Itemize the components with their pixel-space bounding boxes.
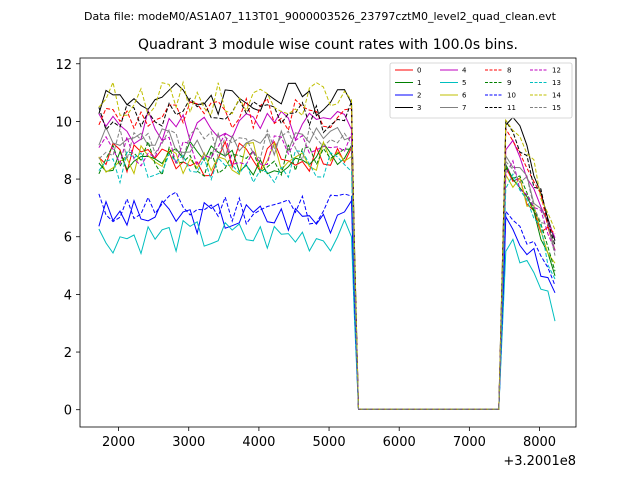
y-tick-label: 12 xyxy=(55,58,72,73)
y-tick-label: 0 xyxy=(64,404,72,419)
legend-label-11: 11 xyxy=(507,104,516,112)
series-line-11 xyxy=(98,97,556,410)
y-tick-label: 6 xyxy=(64,231,72,246)
x-tick-label: 4000 xyxy=(242,435,275,450)
y-tick-label: 2 xyxy=(64,346,72,361)
x-tick-label: 8000 xyxy=(523,435,556,450)
legend-label-12: 12 xyxy=(552,67,561,75)
legend-label-13: 13 xyxy=(552,79,561,87)
legend-label-9: 9 xyxy=(507,79,511,87)
legend-label-6: 6 xyxy=(462,92,467,100)
x-tick-label: 3000 xyxy=(172,435,205,450)
x-tick-label: 5000 xyxy=(313,435,346,450)
legend-label-15: 15 xyxy=(552,104,561,112)
legend-label-7: 7 xyxy=(462,104,466,112)
legend-label-8: 8 xyxy=(507,67,511,75)
x-tick-label: 7000 xyxy=(453,435,486,450)
legend-label-3: 3 xyxy=(417,104,421,112)
axes-frame xyxy=(79,57,577,428)
x-offset-label: +3.2001e8 xyxy=(503,454,576,469)
y-tick-label: 10 xyxy=(55,115,72,130)
series-line-15 xyxy=(98,126,556,410)
legend-label-5: 5 xyxy=(462,79,466,87)
x-axis: 2000 3000 4000 5000 6000 7000 8000 xyxy=(102,427,556,450)
legend-label-10: 10 xyxy=(507,92,516,100)
y-axis: 0 2 4 6 8 10 12 xyxy=(55,58,80,419)
x-tick-label: 6000 xyxy=(383,435,416,450)
x-tick-label: 2000 xyxy=(102,435,135,450)
series-layer xyxy=(98,80,556,410)
legend-label-4: 4 xyxy=(462,67,467,75)
y-tick-label: 8 xyxy=(64,173,72,188)
legend-frame xyxy=(389,62,573,119)
figure-suptitle: Data file: modeM0/AS1A07_113T01_90000035… xyxy=(84,10,557,23)
legend-label-0: 0 xyxy=(417,67,421,75)
legend-label-14: 14 xyxy=(552,92,561,100)
chart-title: Quadrant 3 module wise count rates with … xyxy=(138,37,518,53)
legend-label-1: 1 xyxy=(417,79,421,87)
y-tick-label: 4 xyxy=(64,288,72,303)
legend-label-2: 2 xyxy=(417,92,421,100)
